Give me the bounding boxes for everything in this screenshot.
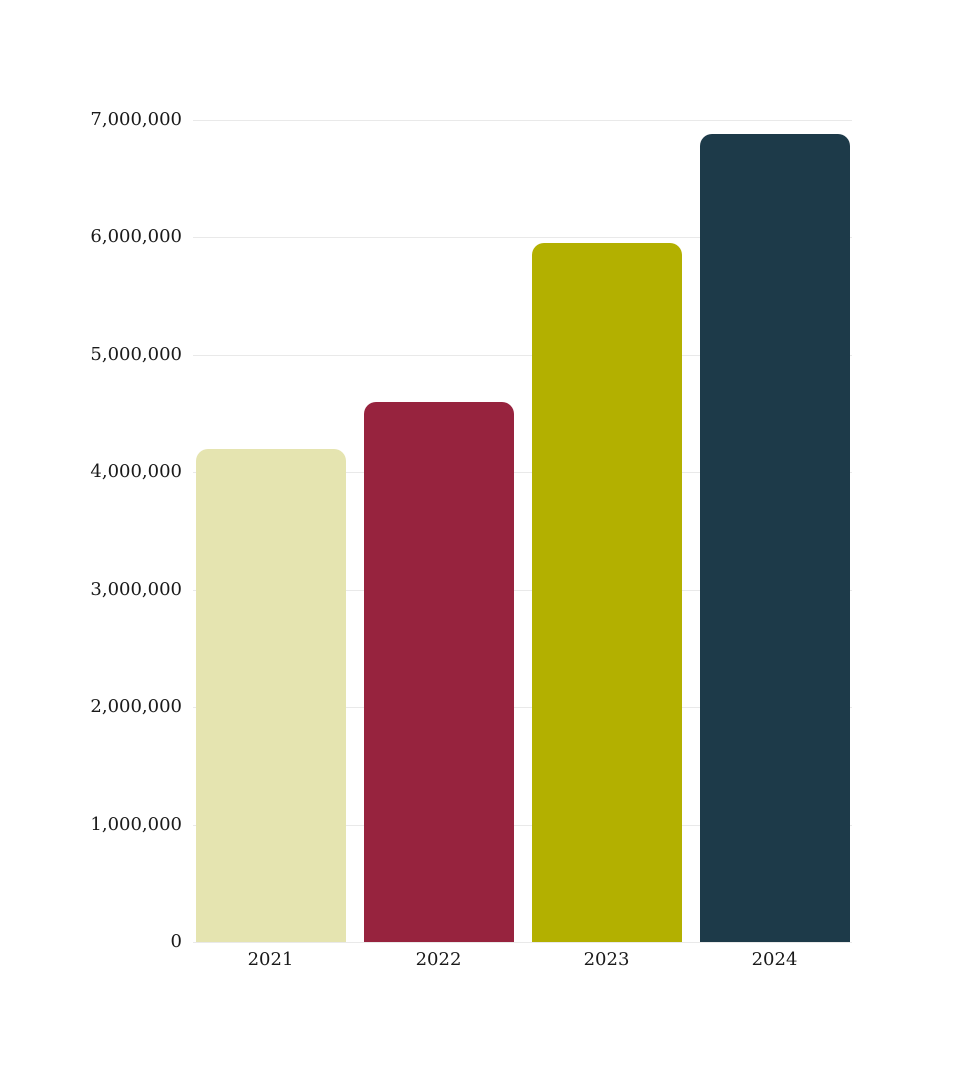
bar-2021 [195, 448, 346, 942]
y-tick-label-3,000,000: 3,000,000 [90, 578, 182, 600]
bar-2024 [699, 134, 850, 942]
y-axis: 0 1,000,000 2,000,000 3,000,000 4,000,000 5,0… [0, 0, 182, 1080]
bar-2023 [531, 243, 682, 942]
x-axis: 2021 2022 2023 2024 [0, 948, 965, 978]
y-tick-label-6,000,000: 6,000,000 [90, 226, 182, 248]
y-tick-label-7,000,000: 7,000,000 [90, 109, 182, 130]
y-tick-label-5,000,000: 5,000,000 [90, 343, 182, 365]
x-tick-label-2023: 2023 [583, 949, 630, 970]
x-tick-label-2024: 2024 [751, 949, 798, 970]
x-tick-label-2022: 2022 [415, 949, 462, 970]
gridline-1,000,000 [193, 824, 852, 826]
gridline-4,000,000 [193, 472, 852, 474]
gridline-7,000,000 [193, 120, 852, 121]
gridline-0 [193, 942, 852, 943]
gridline-2,000,000 [193, 707, 852, 709]
y-tick-label-2,000,000: 2,000,000 [90, 696, 182, 718]
y-tick-label-0: 0 [170, 931, 182, 952]
x-tick-label-2021: 2021 [247, 949, 294, 970]
gridline-5,000,000 [193, 354, 852, 356]
y-tick-label-4,000,000: 4,000,000 [90, 461, 182, 483]
y-tick-label-1,000,000: 1,000,000 [90, 813, 182, 835]
gridline-6,000,000 [193, 237, 852, 239]
bar-2022 [363, 401, 514, 942]
plot-area [193, 120, 852, 943]
gridline-3,000,000 [193, 589, 852, 591]
